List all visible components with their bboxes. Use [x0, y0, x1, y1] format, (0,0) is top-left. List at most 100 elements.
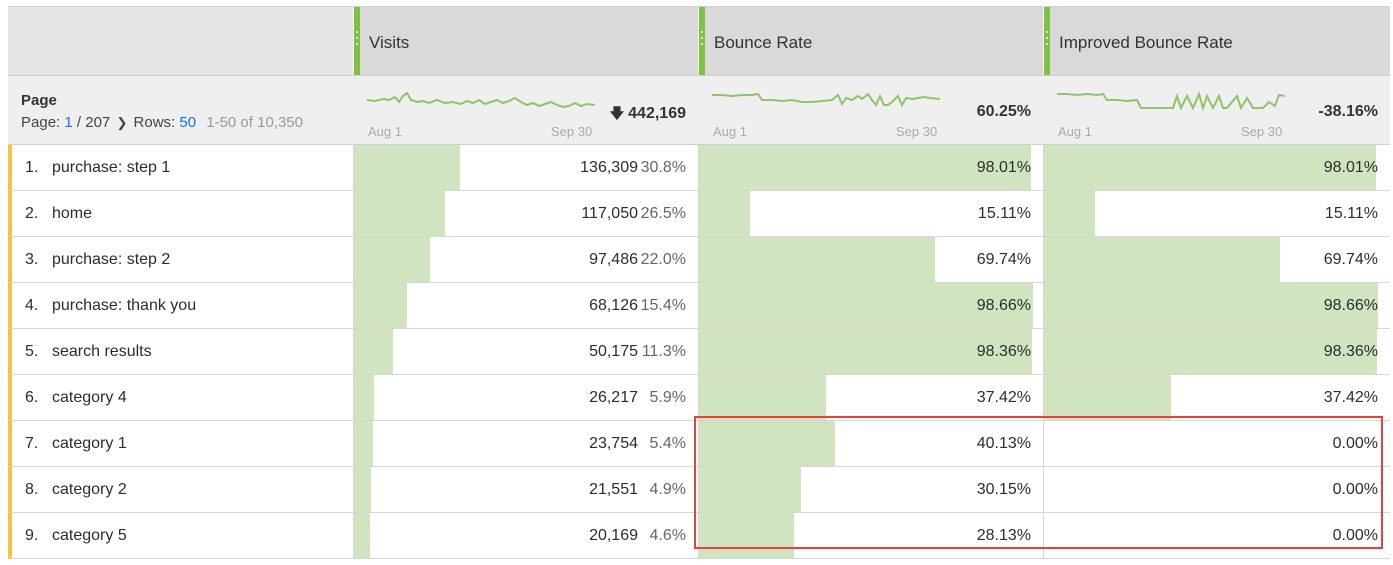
visits-value: 136,309 [580, 159, 638, 176]
improved-bounce-rate-value: 98.01% [1323, 159, 1378, 176]
row-page-name[interactable]: purchase: step 1 [52, 159, 171, 176]
visits-percent: 30.8% [640, 159, 686, 176]
page-current-link[interactable]: 1 [64, 114, 73, 131]
bounce-rate-cell[interactable]: 15.11% [698, 191, 1043, 237]
bounce-rate-cell[interactable]: 98.36% [698, 329, 1043, 375]
dimension-cell[interactable]: 2. home [8, 191, 353, 237]
improved-bounce-rate-bar [1044, 283, 1378, 328]
dimension-cell[interactable]: 1. purchase: step 1 [8, 145, 353, 191]
row-rank: 3. [25, 251, 39, 268]
table-row[interactable]: 7. category 1 23,754 5.4% 40.13% 0.00% [8, 421, 1390, 467]
bounce-rate-cell[interactable]: 40.13% [698, 421, 1043, 467]
visits-cell[interactable]: 50,175 11.3% [353, 329, 698, 375]
sparkline-end-label: Sep 30 [896, 124, 938, 139]
visits-cell[interactable]: 21,551 4.9% [353, 467, 698, 513]
bounce-rate-column-header[interactable]: Bounce Rate [698, 6, 1043, 75]
improved-bounce-rate-value: 0.00% [1332, 481, 1378, 498]
improved-bounce-rate-value: 69.74% [1323, 251, 1378, 268]
row-page-name[interactable]: category 4 [52, 389, 127, 406]
bounce-rate-cell[interactable]: 98.01% [698, 145, 1043, 191]
dimension-cell[interactable]: 7. category 1 [8, 421, 353, 467]
visits-column-header[interactable]: Visits [353, 6, 698, 75]
improved-bounce-rate-cell[interactable]: 0.00% [1043, 513, 1390, 559]
page-total: / 207 [76, 114, 111, 131]
bounce-rate-value: 28.13% [976, 527, 1031, 544]
table-row[interactable]: 4. purchase: thank you 68,126 15.4% 98.66% 98… [8, 283, 1390, 329]
table-row[interactable]: 5. search results 50,175 11.3% 98.36% 98.36% [8, 329, 1390, 375]
bounce-rate-cell[interactable]: 30.15% [698, 467, 1043, 513]
dimension-summary: Page Page: 1 / 207 ❯ Rows: 50 1-50 of 10… [8, 75, 353, 145]
bounce-rate-value: 98.36% [976, 343, 1031, 360]
visits-bar [354, 145, 460, 190]
visits-header-label: Visits [369, 33, 410, 52]
improved-bounce-rate-value: 0.00% [1332, 527, 1378, 544]
row-page-name[interactable]: purchase: step 2 [52, 251, 171, 268]
visits-value: 117,050 [581, 205, 638, 222]
improved-bounce-rate-header-label: Improved Bounce Rate [1059, 33, 1233, 52]
chevron-right-icon[interactable]: ❯ [116, 115, 128, 130]
visits-bar [354, 329, 393, 374]
dimension-header[interactable] [8, 6, 353, 75]
table-row[interactable]: 3. purchase: step 2 97,486 22.0% 69.74% 69.74… [8, 237, 1390, 283]
row-page-name[interactable]: category 2 [52, 481, 127, 498]
visits-cell[interactable]: 117,050 26.5% [353, 191, 698, 237]
improved-bounce-rate-value: 0.00% [1332, 435, 1378, 452]
row-rank: 7. [25, 435, 39, 452]
dimension-cell[interactable]: 4. purchase: thank you [8, 283, 353, 329]
visits-value: 97,486 [589, 251, 638, 268]
improved-bounce-rate-cell[interactable]: 69.74% [1043, 237, 1390, 283]
visits-cell[interactable]: 20,169 4.6% [353, 513, 698, 559]
pagination: Page: 1 / 207 ❯ Rows: 50 1-50 of 10,350 [21, 114, 303, 131]
improved-bounce-rate-cell[interactable]: 0.00% [1043, 421, 1390, 467]
column-drag-handle-icon[interactable] [354, 7, 360, 75]
improved-bounce-rate-cell[interactable]: 98.66% [1043, 283, 1390, 329]
row-page-name[interactable]: search results [52, 343, 152, 360]
bounce-rate-value: 98.66% [976, 297, 1031, 314]
table-row[interactable]: 2. home 117,050 26.5% 15.11% 15.11% [8, 191, 1390, 237]
improved-bounce-rate-cell[interactable]: 15.11% [1043, 191, 1390, 237]
dimension-cell[interactable]: 3. purchase: step 2 [8, 237, 353, 283]
bounce-rate-bar [699, 329, 1032, 374]
visits-total: 🡇 442,169 [610, 103, 686, 127]
visits-cell[interactable]: 68,126 15.4% [353, 283, 698, 329]
visits-cell[interactable]: 97,486 22.0% [353, 237, 698, 283]
table-row[interactable]: 8. category 2 21,551 4.9% 30.15% 0.00% [8, 467, 1390, 513]
visits-percent: 22.0% [640, 251, 686, 268]
row-page-name[interactable]: category 1 [52, 435, 127, 452]
bounce-rate-bar [699, 145, 1031, 190]
table-row[interactable]: 6. category 4 26,217 5.9% 37.42% 37.42% [8, 375, 1390, 421]
rows-label: Rows: [133, 114, 176, 131]
rows-per-page-link[interactable]: 50 [179, 114, 197, 131]
dimension-cell[interactable]: 5. search results [8, 329, 353, 375]
visits-cell[interactable]: 23,754 5.4% [353, 421, 698, 467]
improved-bounce-rate-cell[interactable]: 98.01% [1043, 145, 1390, 191]
dimension-cell[interactable]: 8. category 2 [8, 467, 353, 513]
bounce-rate-bar [699, 421, 835, 466]
bounce-rate-cell[interactable]: 98.66% [698, 283, 1043, 329]
visits-cell[interactable]: 136,309 30.8% [353, 145, 698, 191]
visits-percent: 5.9% [649, 389, 686, 406]
visits-value: 50,175 [589, 343, 638, 360]
table-row[interactable]: 1. purchase: step 1 136,309 30.8% 98.01% 98.0… [8, 145, 1390, 191]
bounce-rate-cell[interactable]: 37.42% [698, 375, 1043, 421]
bounce-rate-cell[interactable]: 28.13% [698, 513, 1043, 559]
bounce-rate-bar [699, 237, 935, 282]
row-page-name[interactable]: purchase: thank you [52, 297, 197, 314]
improved-bounce-rate-cell[interactable]: 98.36% [1043, 329, 1390, 375]
row-page-name[interactable]: home [52, 205, 93, 222]
improved-bounce-rate-total: -38.16% [1318, 103, 1378, 120]
improved-bounce-rate-cell[interactable]: 37.42% [1043, 375, 1390, 421]
dimension-cell[interactable]: 6. category 4 [8, 375, 353, 421]
dimension-cell[interactable]: 9. category 5 [8, 513, 353, 559]
row-page-name[interactable]: category 5 [52, 527, 127, 544]
column-drag-handle-icon[interactable] [1044, 7, 1050, 75]
bounce-rate-cell[interactable]: 69.74% [698, 237, 1043, 283]
visits-cell[interactable]: 26,217 5.9% [353, 375, 698, 421]
table-row[interactable]: 9. category 5 20,169 4.6% 28.13% 0.00% [8, 513, 1390, 559]
improved-bounce-rate-value: 15.11% [1324, 205, 1378, 222]
improved-bounce-rate-column-header[interactable]: Improved Bounce Rate [1043, 6, 1390, 75]
column-drag-handle-icon[interactable] [699, 7, 705, 75]
improved-bounce-rate-cell[interactable]: 0.00% [1043, 467, 1390, 513]
visits-value: 26,217 [589, 389, 638, 406]
bounce-rate-bar [699, 467, 801, 512]
